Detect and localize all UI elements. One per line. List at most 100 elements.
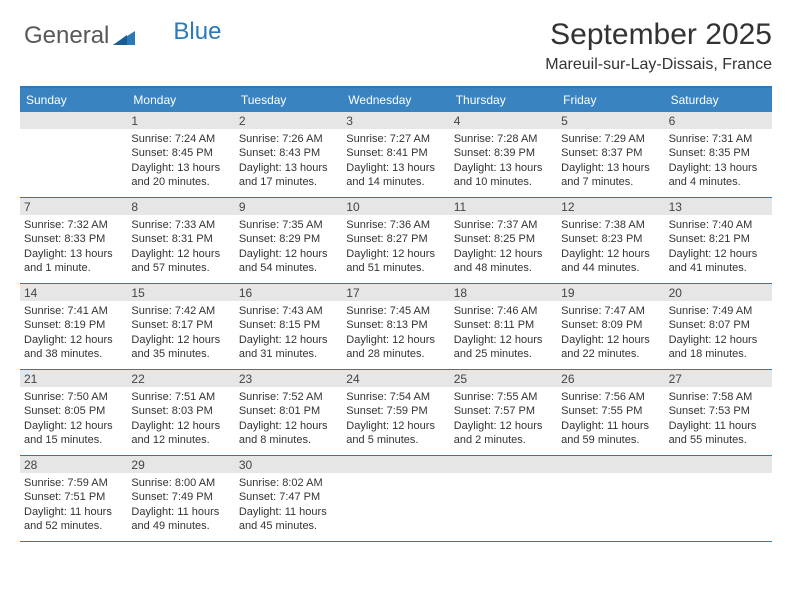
- cell-d1: Daylight: 12 hours: [346, 247, 445, 261]
- cell-sunset: Sunset: 8:29 PM: [239, 232, 338, 246]
- cell-sunset: Sunset: 7:57 PM: [454, 404, 553, 418]
- cell-d2: and 20 minutes.: [131, 175, 230, 189]
- calendar-cell: 19Sunrise: 7:47 AMSunset: 8:09 PMDayligh…: [557, 284, 664, 370]
- day-number: 30: [235, 456, 342, 473]
- calendar-cell: 18Sunrise: 7:46 AMSunset: 8:11 PMDayligh…: [450, 284, 557, 370]
- calendar-cell: 2Sunrise: 7:26 AMSunset: 8:43 PMDaylight…: [235, 112, 342, 198]
- cell-d1: Daylight: 12 hours: [454, 247, 553, 261]
- cell-d2: and 38 minutes.: [24, 347, 123, 361]
- day-number: 10: [342, 198, 449, 215]
- cell-d2: and 54 minutes.: [239, 261, 338, 275]
- cell-sunset: Sunset: 8:37 PM: [561, 146, 660, 160]
- cell-sunrise: Sunrise: 7:28 AM: [454, 132, 553, 146]
- cell-sunrise: Sunrise: 7:27 AM: [346, 132, 445, 146]
- calendar-cell: 26Sunrise: 7:56 AMSunset: 7:55 PMDayligh…: [557, 370, 664, 456]
- calendar-cell: 27Sunrise: 7:58 AMSunset: 7:53 PMDayligh…: [665, 370, 772, 456]
- day-header: Thursday: [450, 88, 557, 112]
- cell-d1: Daylight: 13 hours: [131, 161, 230, 175]
- cell-sunrise: Sunrise: 7:56 AM: [561, 390, 660, 404]
- cell-sunrise: Sunrise: 7:55 AM: [454, 390, 553, 404]
- cell-sunrise: Sunrise: 7:36 AM: [346, 218, 445, 232]
- cell-d2: and 45 minutes.: [239, 519, 338, 533]
- calendar-cell: 8Sunrise: 7:33 AMSunset: 8:31 PMDaylight…: [127, 198, 234, 284]
- cell-sunset: Sunset: 8:15 PM: [239, 318, 338, 332]
- day-number: 6: [665, 112, 772, 129]
- calendar-cell: 15Sunrise: 7:42 AMSunset: 8:17 PMDayligh…: [127, 284, 234, 370]
- cell-d1: Daylight: 13 hours: [561, 161, 660, 175]
- calendar-cell-empty: [20, 112, 127, 198]
- calendar-cell-empty: [450, 456, 557, 542]
- calendar-cell: 22Sunrise: 7:51 AMSunset: 8:03 PMDayligh…: [127, 370, 234, 456]
- cell-d2: and 49 minutes.: [131, 519, 230, 533]
- cell-sunrise: Sunrise: 7:51 AM: [131, 390, 230, 404]
- day-number: 27: [665, 370, 772, 387]
- cell-sunset: Sunset: 8:43 PM: [239, 146, 338, 160]
- day-number: 24: [342, 370, 449, 387]
- day-number: 14: [20, 284, 127, 301]
- cell-sunrise: Sunrise: 7:50 AM: [24, 390, 123, 404]
- day-number: [450, 456, 557, 473]
- cell-d2: and 17 minutes.: [239, 175, 338, 189]
- calendar-cell: 28Sunrise: 7:59 AMSunset: 7:51 PMDayligh…: [20, 456, 127, 542]
- day-number: 20: [665, 284, 772, 301]
- cell-sunset: Sunset: 8:25 PM: [454, 232, 553, 246]
- cell-sunset: Sunset: 8:01 PM: [239, 404, 338, 418]
- cell-d1: Daylight: 11 hours: [239, 505, 338, 519]
- cell-sunset: Sunset: 8:03 PM: [131, 404, 230, 418]
- day-header: Saturday: [665, 88, 772, 112]
- day-number: 13: [665, 198, 772, 215]
- cell-sunrise: Sunrise: 8:02 AM: [239, 476, 338, 490]
- cell-sunset: Sunset: 8:41 PM: [346, 146, 445, 160]
- cell-d2: and 44 minutes.: [561, 261, 660, 275]
- cell-sunset: Sunset: 8:33 PM: [24, 232, 123, 246]
- cell-sunrise: Sunrise: 7:46 AM: [454, 304, 553, 318]
- day-number: 5: [557, 112, 664, 129]
- calendar-cell: 1Sunrise: 7:24 AMSunset: 8:45 PMDaylight…: [127, 112, 234, 198]
- cell-d2: and 5 minutes.: [346, 433, 445, 447]
- cell-sunset: Sunset: 7:51 PM: [24, 490, 123, 504]
- cell-sunrise: Sunrise: 7:32 AM: [24, 218, 123, 232]
- day-number: 18: [450, 284, 557, 301]
- cell-d2: and 57 minutes.: [131, 261, 230, 275]
- cell-sunset: Sunset: 8:11 PM: [454, 318, 553, 332]
- brand-logo: General Blue: [24, 22, 183, 50]
- cell-sunrise: Sunrise: 7:29 AM: [561, 132, 660, 146]
- cell-sunrise: Sunrise: 7:37 AM: [454, 218, 553, 232]
- cell-d1: Daylight: 12 hours: [669, 247, 768, 261]
- day-number: 9: [235, 198, 342, 215]
- day-number: [20, 112, 127, 129]
- cell-d1: Daylight: 12 hours: [24, 419, 123, 433]
- cell-sunrise: Sunrise: 7:58 AM: [669, 390, 768, 404]
- cell-d1: Daylight: 12 hours: [561, 247, 660, 261]
- cell-d2: and 25 minutes.: [454, 347, 553, 361]
- cell-sunset: Sunset: 7:47 PM: [239, 490, 338, 504]
- day-number: 28: [20, 456, 127, 473]
- calendar-cell: 21Sunrise: 7:50 AMSunset: 8:05 PMDayligh…: [20, 370, 127, 456]
- cell-sunrise: Sunrise: 7:33 AM: [131, 218, 230, 232]
- calendar-cell: 30 Sunrise: 8:02 AMSunset: 7:47 PMDayligh…: [235, 456, 342, 542]
- cell-d1: Daylight: 11 hours: [669, 419, 768, 433]
- cell-d2: and 35 minutes.: [131, 347, 230, 361]
- cell-sunset: Sunset: 8:23 PM: [561, 232, 660, 246]
- calendar-cell: 24Sunrise: 7:54 AMSunset: 7:59 PMDayligh…: [342, 370, 449, 456]
- cell-d1: Daylight: 13 hours: [24, 247, 123, 261]
- cell-sunrise: Sunrise: 7:38 AM: [561, 218, 660, 232]
- day-number: [665, 456, 772, 473]
- day-number: 22: [127, 370, 234, 387]
- calendar-cell: 6Sunrise: 7:31 AMSunset: 8:35 PMDaylight…: [665, 112, 772, 198]
- day-number: 17: [342, 284, 449, 301]
- cell-d2: and 48 minutes.: [454, 261, 553, 275]
- cell-d2: and 10 minutes.: [454, 175, 553, 189]
- calendar-cell-empty: [342, 456, 449, 542]
- cell-sunrise: Sunrise: 7:35 AM: [239, 218, 338, 232]
- day-number: 29: [127, 456, 234, 473]
- cell-d2: and 55 minutes.: [669, 433, 768, 447]
- day-number: [342, 456, 449, 473]
- cell-sunset: Sunset: 8:07 PM: [669, 318, 768, 332]
- day-number: 12: [557, 198, 664, 215]
- cell-d1: Daylight: 13 hours: [346, 161, 445, 175]
- day-number: 2: [235, 112, 342, 129]
- cell-sunset: Sunset: 8:19 PM: [24, 318, 123, 332]
- cell-d2: and 52 minutes.: [24, 519, 123, 533]
- cell-d1: Daylight: 13 hours: [669, 161, 768, 175]
